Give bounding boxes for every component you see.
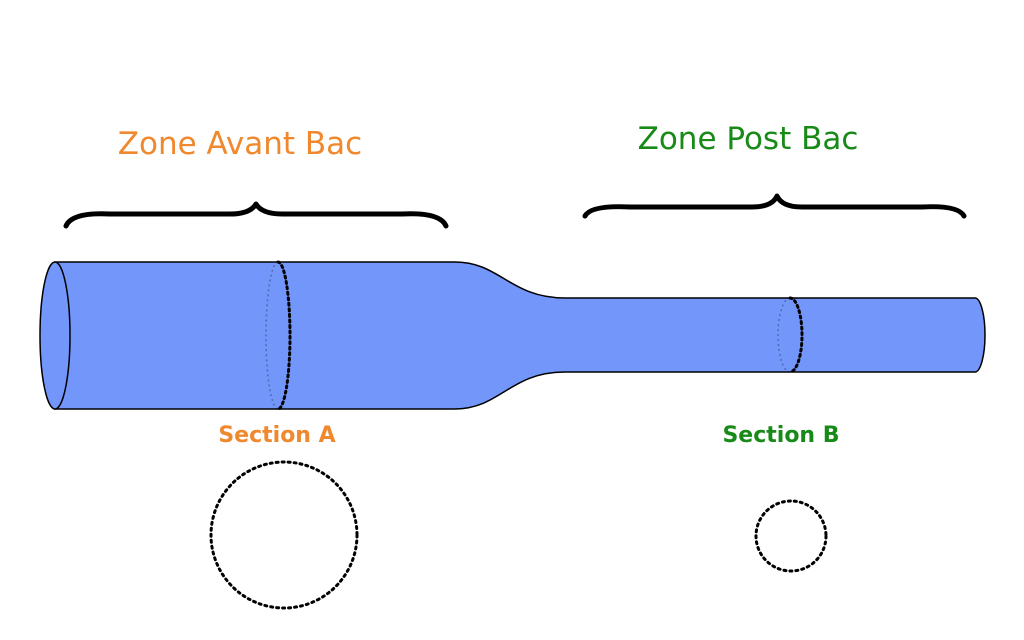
- section-b-label: Section B: [722, 423, 839, 448]
- zone-post-bac-brace: [582, 193, 967, 219]
- section-a-cut-front: [276, 260, 292, 411]
- section-b-cut-front: [788, 296, 804, 374]
- zone-post-bac-label: Zone Post Bac: [638, 121, 859, 157]
- section-a-cross-section-circle: [209, 460, 359, 610]
- section-a-cut-back: [265, 261, 279, 410]
- section-a-label: Section A: [218, 423, 335, 448]
- zone-avant-bac-brace: [63, 201, 449, 229]
- pipe-body: [54, 261, 986, 410]
- zone-avant-bac-label: Zone Avant Bac: [118, 126, 362, 162]
- pipe-left-end-ellipse: [39, 261, 71, 410]
- section-b-cut-back: [777, 297, 791, 373]
- section-b-cross-section-circle: [754, 499, 828, 573]
